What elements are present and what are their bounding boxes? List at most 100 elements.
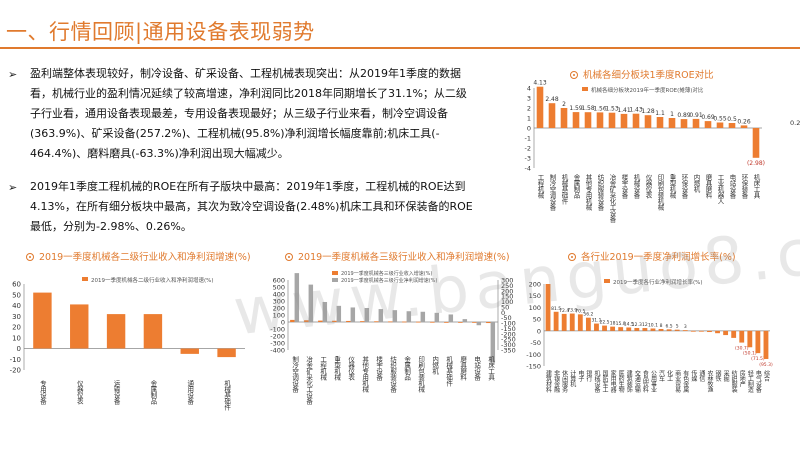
bar-revenue [346, 320, 351, 322]
bar-revenue [304, 320, 309, 322]
data-label: 18 [610, 321, 616, 327]
data-label: (50.1) [743, 350, 757, 356]
chart-roe: 4 3 2 1 0 -1 -2 -3 -4 机械各细分板块2019年一季度ROE(摊薄)对比 4.1… [525, 80, 800, 224]
bar [180, 348, 199, 354]
bar [658, 328, 664, 331]
y-tick-label-right: -250 [501, 336, 516, 344]
y-tick-label: 4 [527, 85, 531, 93]
x-tick-label: 其他专用机械 [584, 174, 592, 212]
y-tick-label: 600 [273, 277, 285, 285]
x-tick-label: 商业贸易 [674, 369, 681, 394]
y-tick-label: 400 [273, 291, 285, 299]
legend-swatch [82, 277, 88, 281]
legend-label: 2019一季度机械各三级行业收入增速(%) [341, 270, 432, 277]
bar [70, 304, 89, 349]
data-label: 22.5 [600, 320, 610, 326]
data-label: (30.7) [735, 346, 749, 352]
data-label: (95.3) [759, 362, 773, 368]
bar [572, 112, 580, 128]
data-label: 31.1 [591, 318, 601, 324]
y-tick-label: 3 [527, 95, 531, 103]
bar-revenue [416, 321, 421, 323]
y-tick-label: 2 [527, 105, 531, 113]
x-tick-label: 综合 [762, 369, 769, 383]
bar [33, 292, 52, 349]
bar-profit [420, 311, 426, 322]
x-tick-label: 医药生物 [617, 370, 624, 394]
bar [739, 330, 745, 343]
body-text: 464.4%)、磨料磨具(-63.3%)净利润出现大幅减少。 [30, 147, 289, 160]
x-tick-label: 休闲服务 [561, 369, 568, 394]
bar [642, 328, 648, 331]
x-tick-label: 机械基础件 [223, 379, 231, 412]
y-tick-label: -1 [525, 135, 531, 143]
bar-profit [448, 314, 454, 322]
x-tick-label: 纺织服装设备 [389, 355, 397, 394]
x-tick-label: 内燃机 [692, 173, 700, 194]
x-tick-label: 机械设备 [632, 173, 640, 200]
bar-revenue [430, 321, 435, 323]
bar [545, 284, 551, 331]
x-tick-label: 计算机 [569, 369, 576, 388]
legend-label: 机械各细分板块2019年一季度ROE(摊薄)对比 [591, 86, 704, 94]
bar [620, 113, 628, 128]
bar [715, 330, 720, 334]
bar [698, 330, 704, 332]
bullet-marker-2: ➢ [8, 181, 18, 194]
bar-profit [308, 284, 314, 322]
x-tick-label: 轻工制造 [746, 369, 753, 394]
bar-revenue [290, 319, 295, 322]
y-tick-label-right: 300 [501, 277, 513, 285]
x-tick-label: 通信 [698, 369, 705, 383]
x-tick-label: 通用设备 [186, 379, 194, 406]
x-tick-label: 印刷包装机械 [656, 174, 664, 212]
bar-profit [336, 305, 342, 322]
bar [610, 326, 616, 331]
bar [143, 314, 163, 349]
y-tick-label: 100 [529, 304, 541, 312]
data-label: (2.98) [747, 160, 765, 167]
bar-profit [434, 312, 440, 322]
data-label: (71.5) [751, 356, 765, 362]
y-tick-label-right: -150 [501, 325, 516, 333]
bar-profit [476, 322, 482, 326]
y-tick-label: 40 [12, 302, 21, 310]
bar-revenue [374, 321, 379, 323]
x-tick-label: 制冷空调设备 [548, 173, 556, 212]
bar [106, 314, 126, 349]
legend-label: 2019一季度机械各三级行业净利润增速(%) [341, 277, 437, 284]
chart-growth: 200 150 100 50 0 -50 -100 -150 2019一季度各行业净利润增长率(… [526, 278, 773, 394]
bar [594, 323, 599, 331]
x-tick-label: 家用电器 [609, 369, 616, 394]
bar [666, 329, 672, 331]
y-tick-label: 500 [273, 284, 285, 292]
legend-label: 2019一季度各行业净利润增长率(%) [613, 278, 703, 286]
x-tick-label: 机械基础件 [445, 355, 453, 388]
x-tick-label: 楼宇设备 [620, 173, 628, 200]
x-tick-label: 建筑材料 [545, 369, 552, 394]
data-label: 5 [676, 324, 679, 330]
body-text: 子行业看，通用设备表现最差，专用设备表现最好；从三级子行业来看，制冷空调设备 [30, 107, 448, 120]
bar [608, 112, 616, 128]
paragraph-profit: 盈利端整体表现较好，制冷设备、矿采设备、工程机械表现突出：从2019年1季度的数… [30, 64, 500, 164]
y-tick-label-right: -300 [501, 341, 516, 349]
bar [728, 123, 736, 128]
y-tick-label: 50 [533, 316, 541, 324]
y-tick-label-right: -50 [501, 314, 512, 322]
x-tick-label: 纺织服装设备 [596, 173, 604, 212]
y-tick-label: -50 [530, 339, 541, 347]
x-tick-label: 重型机械 [668, 174, 676, 200]
x-tick-label: 建筑装饰 [625, 369, 632, 394]
bar-profit [378, 309, 384, 322]
y-tick-label: -20 [10, 367, 21, 375]
x-tick-label: 公用事业 [649, 370, 656, 393]
x-tick-label: 房地产 [738, 369, 745, 388]
body-text: 最低，分别为-2.98%、0.26%。 [30, 220, 192, 233]
data-label: 1.43 [629, 107, 643, 114]
highlight-text: 盈利端整体表现较好，制冷设备、矿采设备、工程机械表现突出： [30, 67, 349, 80]
bar [618, 327, 624, 331]
circle-bullet-icon [26, 253, 34, 261]
bar-profit [490, 322, 496, 363]
data-label: 0.26 [737, 118, 751, 125]
x-tick-label: 非银金融 [553, 369, 560, 394]
